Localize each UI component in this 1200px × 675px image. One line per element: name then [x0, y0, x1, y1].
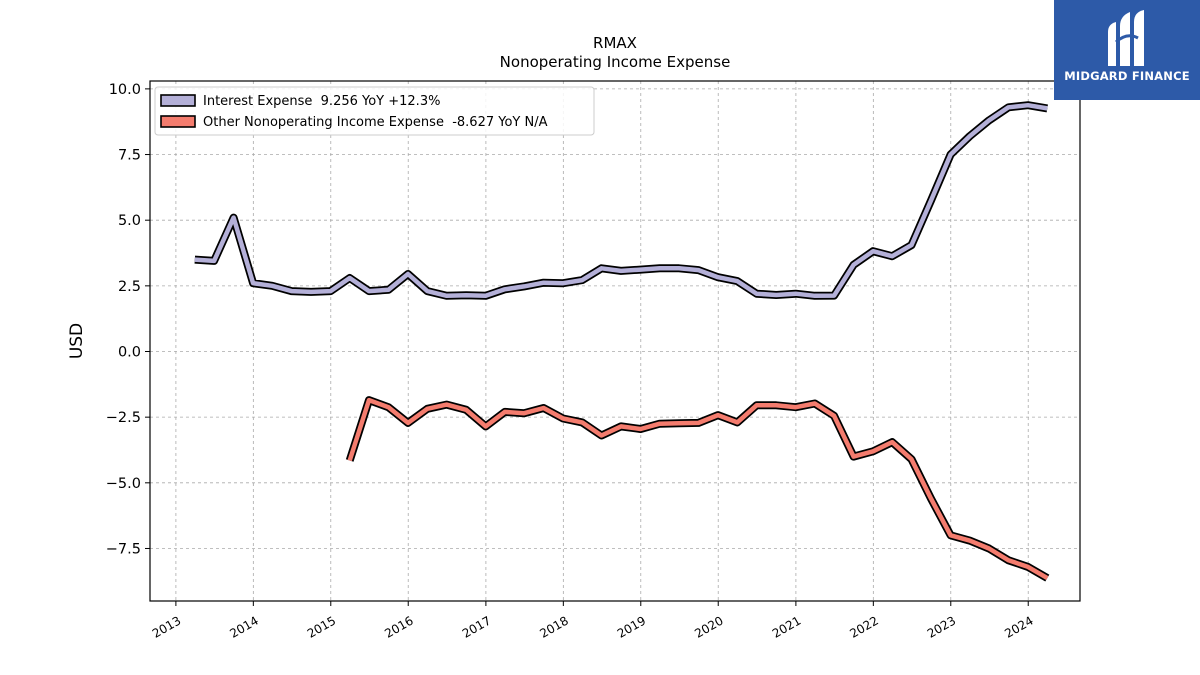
- legend-swatch: [160, 115, 196, 128]
- x-tick-label: 2018: [537, 613, 570, 640]
- legend-box: [154, 86, 595, 136]
- legend-label: Other Nonoperating Income Expense -8.627…: [203, 115, 548, 130]
- midgard-logo-icon: [1108, 10, 1144, 66]
- series-lines: [194, 101, 1050, 582]
- x-tick-label: 2016: [382, 613, 415, 640]
- y-tick-label: 2.5: [118, 279, 141, 295]
- legend: Interest Expense 9.256 YoY +12.3% Other …: [154, 86, 595, 136]
- series-outline: [345, 396, 1050, 582]
- y-tick-label: −5.0: [106, 476, 141, 492]
- y-tick-label: 5.0: [118, 213, 141, 229]
- y-tick-label: −2.5: [106, 410, 141, 426]
- x-tick-label: 2021: [770, 613, 803, 640]
- chart-title: RMAX: [593, 34, 637, 52]
- y-tick-label: 10.0: [109, 82, 141, 98]
- x-tick-label: 2023: [925, 613, 958, 640]
- plot-frame: [149, 80, 1081, 602]
- series-line: [194, 102, 1048, 299]
- x-tick-label: 2020: [692, 613, 725, 640]
- x-tick-label: 2024: [1002, 613, 1035, 640]
- x-tick-label: 2022: [847, 613, 880, 640]
- y-axis-label: USD: [67, 323, 87, 359]
- series-line: [347, 397, 1049, 581]
- x-tick-label: 2014: [227, 613, 260, 640]
- brand-name: MIDGARD FINANCE: [1064, 69, 1190, 83]
- y-axis: 10.0 7.5 5.0 2.5 0.0 −2.5 −5.0 −7.5: [106, 82, 150, 557]
- x-tick-label: 2017: [460, 613, 493, 640]
- legend-label: Interest Expense 9.256 YoY +12.3%: [203, 94, 440, 109]
- brand-logo: MIDGARD FINANCE: [1054, 0, 1200, 100]
- y-tick-label: −7.5: [106, 541, 141, 557]
- x-tick-label: 2019: [615, 613, 648, 640]
- x-tick-label: 2013: [150, 613, 183, 640]
- y-tick-label: 0.0: [118, 345, 141, 361]
- x-axis: 2013 2014 2015 2016 2017 2018 2019 2020 2021 2022…: [150, 601, 1036, 641]
- legend-swatch: [160, 94, 196, 107]
- x-tick-label: 2015: [305, 613, 338, 640]
- y-tick-label: 7.5: [118, 148, 141, 164]
- chart-subtitle: Nonoperating Income Expense: [500, 53, 731, 71]
